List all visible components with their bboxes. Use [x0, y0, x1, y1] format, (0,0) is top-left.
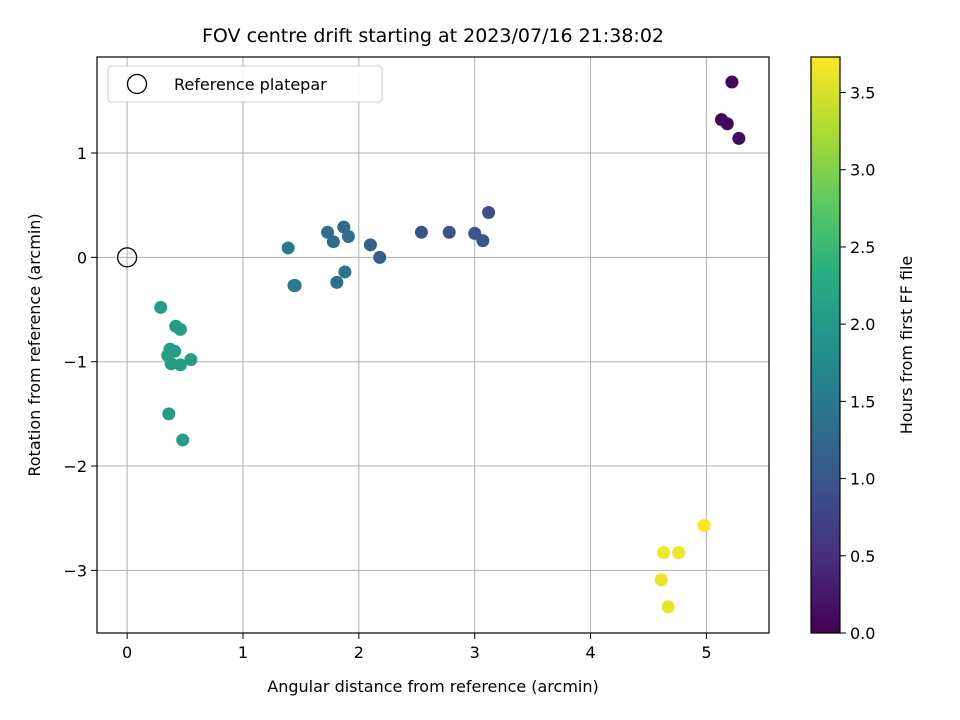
- data-point: [414, 225, 428, 239]
- data-point: [281, 241, 295, 255]
- data-point: [326, 235, 340, 249]
- colorbar-tick-label: 2.0: [850, 315, 875, 334]
- data-point: [184, 353, 198, 367]
- y-tick-label: −1: [63, 353, 87, 372]
- colorbar-tick-label: 3.0: [850, 161, 875, 180]
- data-point: [720, 117, 734, 131]
- y-tick-label: −2: [63, 457, 87, 476]
- x-tick-label: 5: [701, 643, 711, 662]
- data-point: [476, 234, 490, 248]
- reference-point: [116, 247, 138, 268]
- x-tick-label: 2: [354, 643, 364, 662]
- colorbar: 0.0 0.5 1.0 1.5 2.0 2.5 3.0 3.5 Hours from firs…: [810, 56, 916, 643]
- colorbar-tick-label: 0.5: [850, 547, 875, 566]
- x-axis-title: Angular distance from reference (arcmin): [267, 677, 598, 696]
- legend-entry: Reference platepar: [174, 75, 327, 94]
- x-axis-ticks: 0 1 2 3 4 5: [122, 633, 712, 662]
- colorbar-tick-label: 2.5: [850, 238, 875, 257]
- reference-marker: [116, 247, 138, 268]
- data-point: [162, 407, 176, 421]
- data-point: [287, 279, 301, 293]
- data-point: [657, 546, 671, 560]
- data-point: [338, 265, 352, 279]
- colorbar-tick-label: 0.0: [850, 624, 875, 643]
- data-point: [173, 322, 187, 336]
- y-tick-label: 0: [77, 248, 87, 267]
- data-point: [672, 546, 686, 560]
- colorbar-frame: [810, 56, 841, 634]
- grid: [97, 57, 769, 633]
- data-point: [176, 433, 190, 447]
- data-point: [173, 358, 187, 372]
- data-point: [373, 250, 387, 264]
- legend-box: [107, 65, 383, 103]
- legend: Reference platepar: [107, 65, 383, 103]
- data-point: [154, 300, 168, 314]
- legend-marker: [126, 73, 148, 95]
- data-point: [330, 275, 344, 289]
- data-point: [697, 519, 711, 533]
- data-point: [732, 131, 746, 145]
- data-point: [321, 225, 335, 239]
- chart-title: FOV centre drift starting at 2023/07/16 …: [202, 25, 664, 47]
- colorbar-tick-label: 1.5: [850, 392, 875, 411]
- colorbar-tick-label: 1.0: [850, 470, 875, 489]
- data-point: [661, 600, 675, 614]
- x-tick-label: 4: [585, 643, 595, 662]
- data-point: [341, 229, 355, 243]
- colorbar-label: Hours from first FF file: [897, 256, 916, 435]
- data-point: [654, 573, 668, 587]
- y-tick-label: 1: [77, 144, 87, 163]
- x-tick-label: 0: [122, 643, 132, 662]
- data-point: [482, 205, 496, 219]
- colorbar-tick-label: 3.5: [850, 84, 875, 103]
- data-point: [363, 238, 377, 252]
- plot-frame: [96, 56, 770, 634]
- x-tick-label: 3: [470, 643, 480, 662]
- x-tick-label: 1: [238, 643, 248, 662]
- data-point: [442, 225, 456, 239]
- colorbar-gradient: [811, 57, 840, 633]
- y-axis-ticks: −3 −2 −1 0 1: [63, 144, 97, 580]
- y-tick-label: −3: [63, 561, 87, 580]
- colorbar-ticks: 0.0 0.5 1.0 1.5 2.0 2.5 3.0 3.5: [840, 84, 875, 643]
- y-axis-title: Rotation from reference (arcmin): [25, 213, 44, 476]
- data-point: [725, 75, 739, 89]
- data-points: [154, 75, 746, 614]
